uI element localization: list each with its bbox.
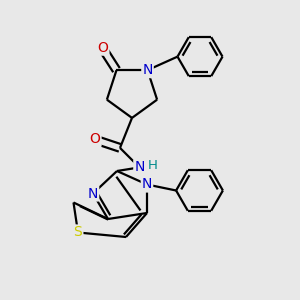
Text: O: O (90, 132, 101, 146)
Text: O: O (98, 40, 108, 55)
Text: N: N (142, 63, 153, 77)
Text: N: N (88, 187, 98, 200)
Text: S: S (74, 226, 82, 239)
Text: N: N (142, 178, 152, 191)
Text: N: N (134, 160, 145, 174)
Text: H: H (148, 159, 158, 172)
